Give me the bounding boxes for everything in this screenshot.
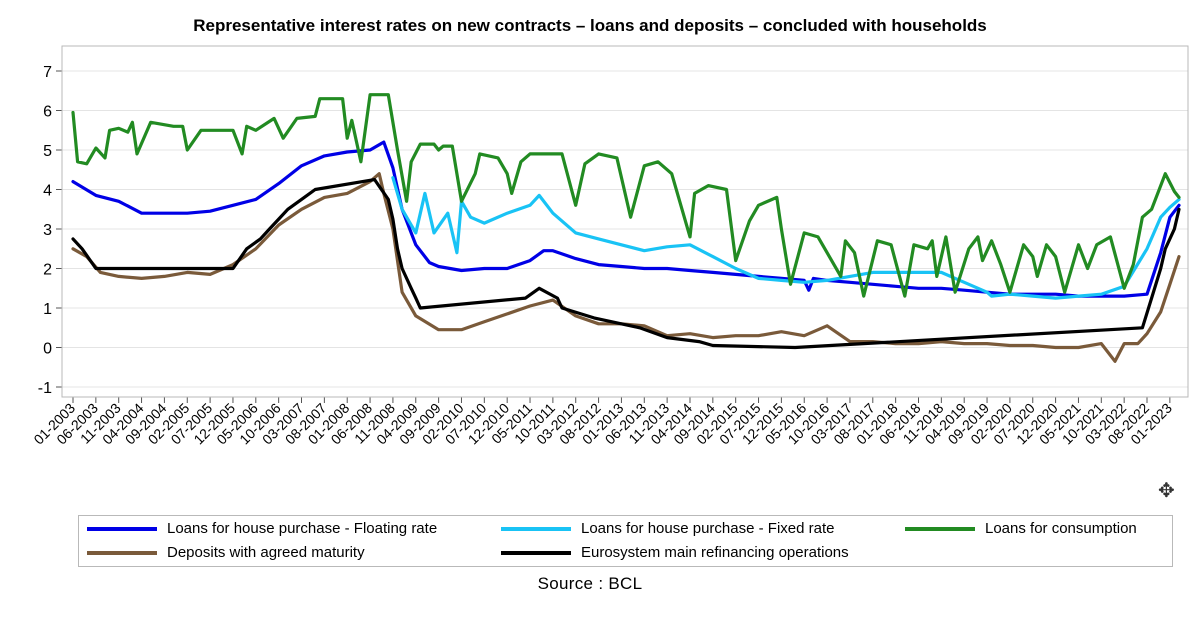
y-tick-label: 2 bbox=[43, 262, 52, 279]
legend-item-deposits: Deposits with agreed maturity bbox=[87, 544, 365, 561]
legend-item-refinancing: Eurosystem main refinancing operations bbox=[501, 544, 849, 561]
y-tick-label: 3 bbox=[43, 222, 52, 239]
legend-item-consumption: Loans for consumption bbox=[905, 520, 1137, 537]
legend-swatch bbox=[87, 550, 157, 555]
y-tick-label: 5 bbox=[43, 143, 52, 160]
legend-swatch bbox=[501, 550, 571, 555]
legend-label: Loans for consumption bbox=[985, 520, 1137, 537]
series-line-4 bbox=[71, 178, 1181, 350]
series-line-1 bbox=[391, 176, 1181, 300]
legend-label: Eurosystem main refinancing operations bbox=[581, 544, 849, 561]
y-tick-label: 4 bbox=[43, 183, 52, 200]
chart-title: Representative interest rates on new con… bbox=[193, 16, 987, 35]
series-line-2 bbox=[71, 93, 1181, 298]
legend-item-fixed-rate: Loans for house purchase - Fixed rate bbox=[501, 520, 834, 537]
legend-label: Deposits with agreed maturity bbox=[167, 544, 365, 561]
legend-label: Loans for house purchase - Fixed rate bbox=[581, 520, 835, 537]
plot-frame bbox=[61, 45, 1189, 398]
legend: Loans for house purchase - Floating rate… bbox=[78, 515, 1173, 567]
legend-swatch bbox=[905, 526, 975, 531]
move-cursor-icon: ✥ bbox=[1158, 480, 1175, 502]
y-tick-label: 7 bbox=[43, 64, 52, 81]
series-line-0 bbox=[71, 140, 1181, 298]
legend-item-floating-rate: Loans for house purchase - Floating rate bbox=[87, 520, 437, 537]
source-note: Source : BCL bbox=[537, 574, 643, 593]
legend-swatch bbox=[501, 526, 571, 531]
y-tick-label: 0 bbox=[43, 341, 52, 358]
y-tick-label: 1 bbox=[43, 301, 52, 318]
legend-swatch bbox=[87, 526, 157, 531]
legend-label: Loans for house purchase - Floating rate bbox=[167, 520, 438, 537]
y-tick-label: 6 bbox=[43, 104, 52, 121]
y-tick-label: -1 bbox=[38, 380, 52, 397]
